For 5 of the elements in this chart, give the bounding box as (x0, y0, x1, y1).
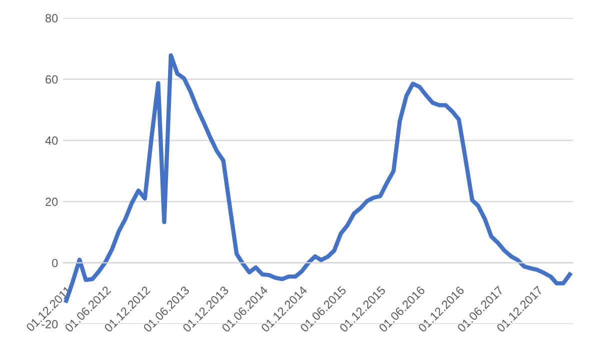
y-tick-label: 0 (52, 258, 58, 268)
y-tick-label: 20 (46, 198, 58, 206)
y-tick-label: 80 (46, 14, 58, 22)
y-tick-label: 60 (46, 75, 58, 84)
y-tick-label: 40 (45, 136, 58, 145)
